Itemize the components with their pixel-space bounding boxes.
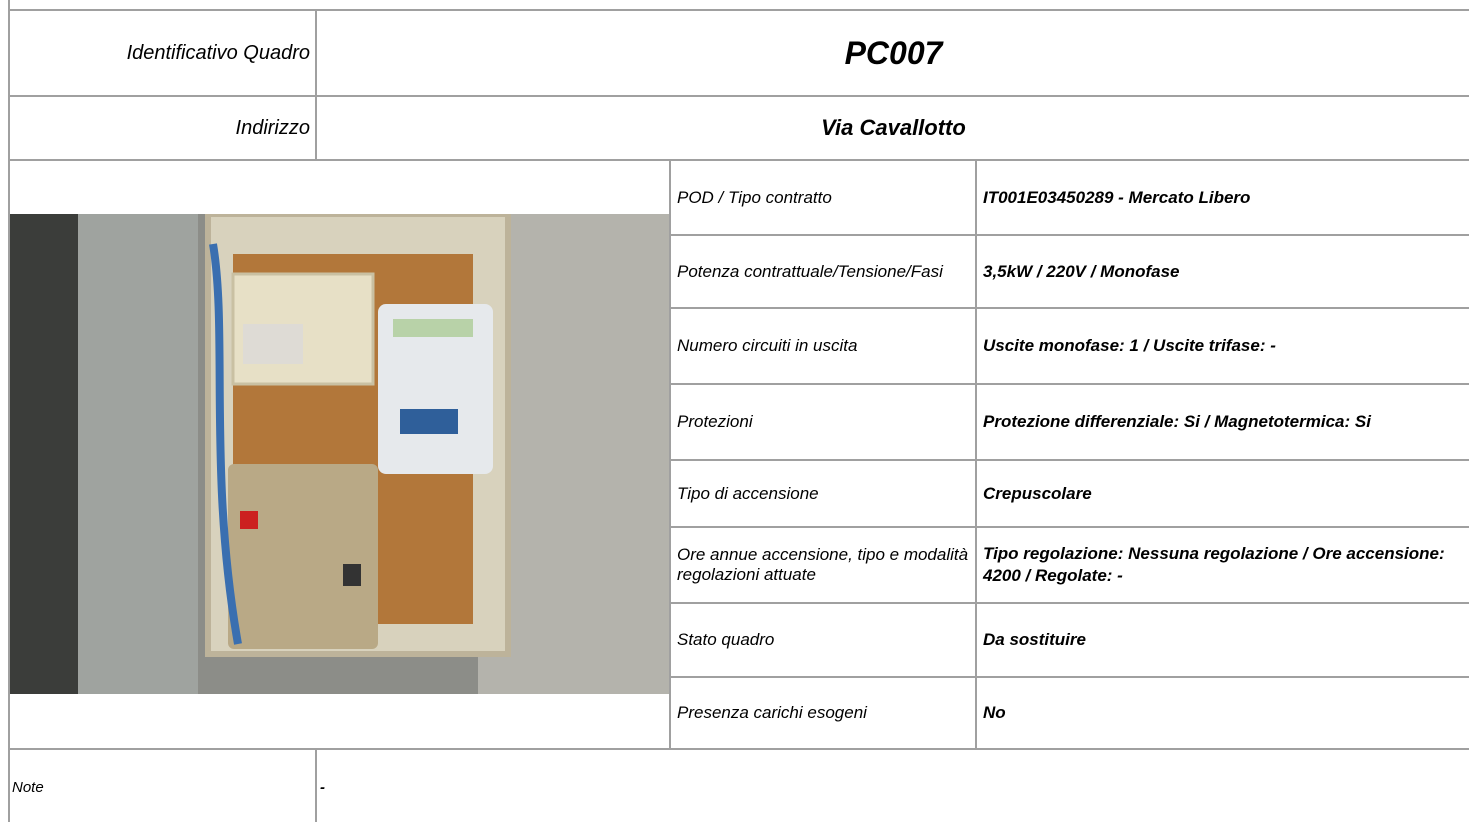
detail-label: POD / Tipo contratto [677,187,832,207]
id-label: Identificativo Quadro [126,41,310,64]
address-value: Via Cavallotto [821,115,966,140]
border [8,159,1469,161]
border [670,602,1469,604]
border [670,526,1469,528]
detail-value: 3,5kW / 220V / Monofase [983,261,1180,281]
id-value: PC007 [844,34,943,71]
border [8,95,1469,97]
detail-value: Uscite monofase: 1 / Uscite trifase: - [983,336,1276,355]
detail-label: Protezioni [677,412,753,431]
note-value: - [320,778,325,796]
border [670,234,1469,236]
border [315,9,317,160]
border [670,676,1469,678]
border [975,159,977,749]
border [670,459,1469,461]
border [669,159,671,749]
detail-value: No [983,702,1006,722]
border [8,9,1469,11]
detail-value: IT001E03450289 - Mercato Libero [983,187,1251,207]
address-label: Indirizzo [235,116,310,139]
detail-label: Numero circuiti in uscita [677,336,858,355]
border [670,383,1469,385]
border [315,748,317,822]
note-label: Note [12,778,44,796]
border [8,748,1469,750]
detail-label: Ore annue accensione, tipo e modalità re… [677,545,969,584]
detail-label: Tipo di accensione [677,483,819,503]
detail-value: Protezione differenziale: Si / Magnetote… [983,412,1371,431]
border [670,307,1469,309]
detail-value: Crepuscolare [983,483,1092,503]
photo [8,214,670,694]
detail-value: Da sostituire [983,630,1086,649]
detail-label: Presenza carichi esogeni [677,702,867,722]
detail-value: Tipo regolazione: Nessuna regolazione / … [983,544,1445,585]
detail-label: Potenza contrattuale/Tensione/Fasi [677,261,943,281]
detail-label: Stato quadro [677,630,775,649]
border [8,0,10,822]
